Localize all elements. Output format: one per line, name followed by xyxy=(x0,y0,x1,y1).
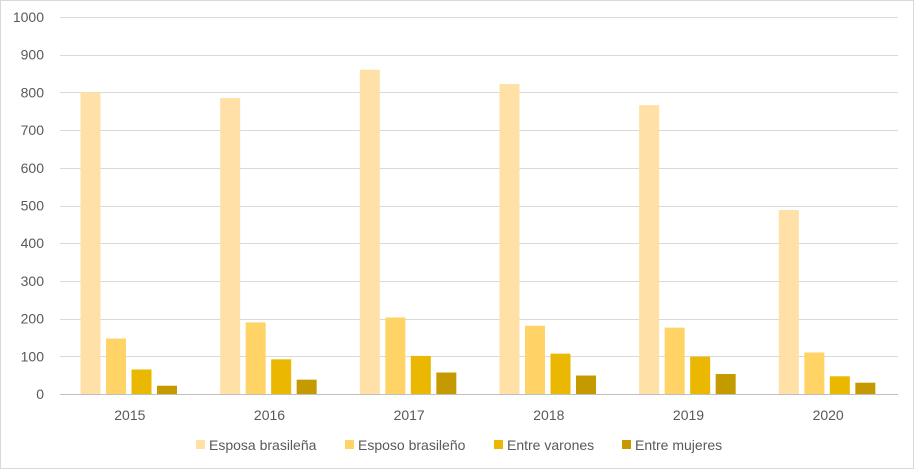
bar xyxy=(525,325,545,394)
bar xyxy=(359,69,380,394)
x-tick-label: 2018 xyxy=(533,407,564,423)
y-tick-label: 800 xyxy=(21,84,45,100)
bar xyxy=(131,369,152,394)
bar xyxy=(804,352,825,394)
bar xyxy=(296,379,317,394)
gridlines xyxy=(60,17,898,395)
legend-label: Esposa brasileña xyxy=(209,437,317,453)
x-axis-ticks: 2015 2016 2017 2018 2019 2020 xyxy=(114,407,844,423)
x-tick-label: 2016 xyxy=(254,407,285,423)
bar xyxy=(436,372,457,394)
bar xyxy=(715,374,736,394)
legend-swatch xyxy=(494,440,503,449)
bar xyxy=(157,385,177,394)
y-axis-ticks: 0 100 200 300 400 500 600 700 800 900 1000 xyxy=(13,9,44,402)
bar xyxy=(664,327,685,394)
legend: Esposa brasileña Esposo brasileño Entre va… xyxy=(196,437,722,453)
legend-label: Esposo brasileño xyxy=(358,437,466,453)
legend-swatch xyxy=(196,440,205,449)
y-tick-label: 700 xyxy=(21,122,45,138)
bar xyxy=(690,356,711,394)
y-tick-label: 600 xyxy=(21,160,45,176)
bar xyxy=(550,353,571,394)
y-tick-label: 300 xyxy=(21,273,45,289)
bar xyxy=(855,382,876,394)
bar xyxy=(499,84,520,394)
bar xyxy=(245,322,266,394)
bar xyxy=(410,355,431,394)
y-tick-label: 500 xyxy=(21,198,45,214)
x-tick-label: 2015 xyxy=(114,407,145,423)
bar xyxy=(778,210,799,394)
y-tick-label: 1000 xyxy=(13,9,44,25)
legend-label: Entre varones xyxy=(507,437,594,453)
x-tick-label: 2017 xyxy=(394,407,425,423)
y-tick-label: 900 xyxy=(21,47,45,63)
y-tick-label: 400 xyxy=(21,235,45,251)
x-tick-label: 2020 xyxy=(813,407,844,423)
y-tick-label: 0 xyxy=(36,386,44,402)
legend-label: Entre mujeres xyxy=(635,437,722,453)
bar xyxy=(829,376,850,394)
bar xyxy=(80,92,101,395)
bar xyxy=(106,338,126,394)
bar xyxy=(576,375,596,394)
legend-swatch xyxy=(345,440,354,449)
x-tick-label: 2019 xyxy=(673,407,704,423)
bar xyxy=(220,98,241,395)
bar xyxy=(271,359,292,394)
bar xyxy=(385,317,406,394)
y-tick-label: 200 xyxy=(21,311,45,327)
y-tick-label: 100 xyxy=(21,348,45,364)
bars xyxy=(80,69,876,395)
legend-swatch xyxy=(622,440,631,449)
bar xyxy=(639,105,660,394)
